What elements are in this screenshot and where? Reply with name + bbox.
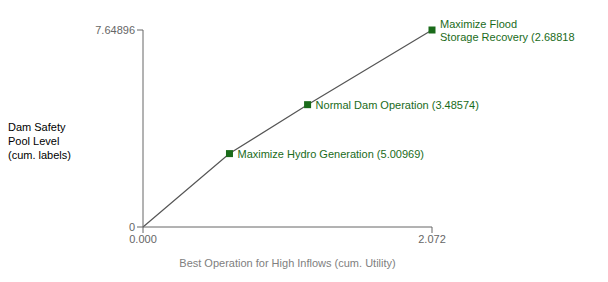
html-text:Dam Safety: Dam Safety bbox=[8, 121, 66, 133]
svg-text:Maximize FloodStorage Recovery: Maximize FloodStorage Recovery (2.68818 bbox=[440, 18, 575, 43]
svg-text:0.000: 0.000 bbox=[129, 233, 157, 245]
svg-text:2.072: 2.072 bbox=[418, 233, 446, 245]
svg-text:7.64896: 7.64896 bbox=[95, 24, 135, 36]
svg-text:Best Operation for High Inflow: Best Operation for High Inflows (cum. Ut… bbox=[179, 257, 395, 269]
svg-text:0: 0 bbox=[129, 221, 135, 233]
svg-text:Maximize Hydro Generation (5.0: Maximize Hydro Generation (5.00969) bbox=[237, 148, 423, 160]
html-text:Pool Level: Pool Level bbox=[8, 135, 60, 147]
svg-text:Normal Dam Operation (3.48574): Normal Dam Operation (3.48574) bbox=[316, 99, 479, 111]
html-text:(cum. labels): (cum. labels) bbox=[8, 149, 71, 161]
